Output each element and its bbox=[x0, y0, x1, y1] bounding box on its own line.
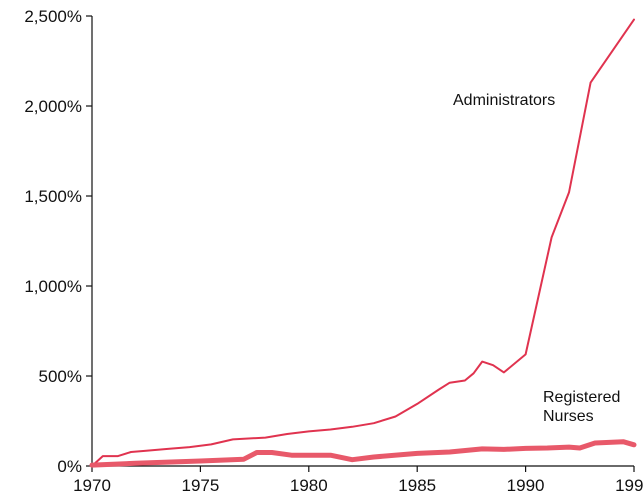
y-axis-ticks: 0% 500% 1,000% 1,500% 2,000% 2,500% bbox=[24, 7, 92, 476]
x-tick-label: 1970 bbox=[73, 476, 111, 495]
series-label-administrators: Administrators bbox=[453, 92, 555, 109]
y-tick-label: 0% bbox=[57, 457, 82, 476]
y-tick-label: 500% bbox=[39, 367, 82, 386]
x-tick-label: 1995 bbox=[615, 476, 643, 495]
x-tick-label: 1990 bbox=[507, 476, 545, 495]
series-label-registered-nurses: Nurses bbox=[543, 408, 594, 425]
y-tick-label: 1,000% bbox=[24, 277, 82, 296]
series-line-administrators bbox=[91, 18, 635, 467]
y-tick-label: 2,500% bbox=[24, 7, 82, 26]
series-line-registered-nurses bbox=[89, 439, 637, 468]
y-tick-label: 1,500% bbox=[24, 187, 82, 206]
chart-axes bbox=[91, 16, 634, 467]
x-axis-ticks: 1970 1975 1980 1985 1990 1995 bbox=[73, 466, 643, 495]
y-tick-label: 2,000% bbox=[24, 97, 82, 116]
x-tick-label: 1985 bbox=[398, 476, 436, 495]
series-lines bbox=[89, 18, 637, 468]
series-label-registered-nurses: Registered bbox=[543, 389, 620, 406]
x-tick-label: 1980 bbox=[290, 476, 328, 495]
x-tick-label: 1975 bbox=[181, 476, 219, 495]
series-labels: Administrators Registered Nurses bbox=[453, 92, 620, 425]
